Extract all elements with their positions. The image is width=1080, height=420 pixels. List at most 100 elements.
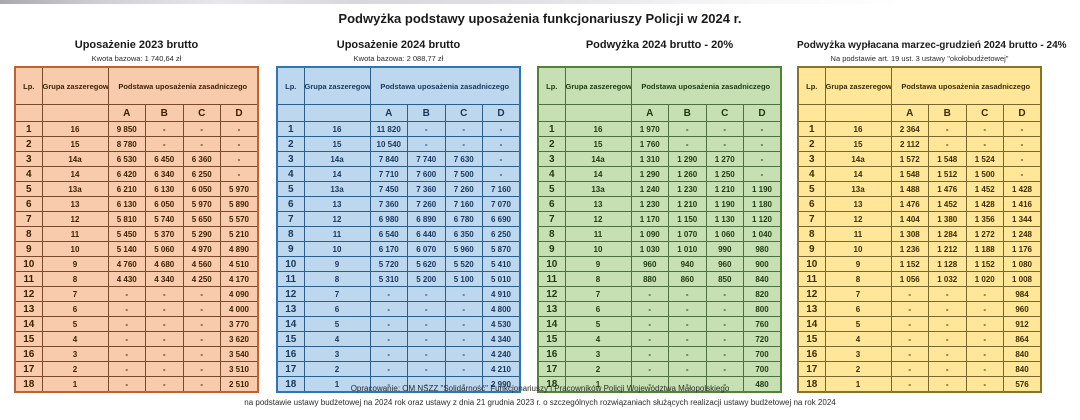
value-cell: - <box>965 301 1004 317</box>
table-row: 13 6- - -800 <box>537 301 782 317</box>
lp-cell: 9 <box>537 241 566 257</box>
value-cell: 11 820 <box>369 121 408 137</box>
value-cell: 1 080 <box>1003 256 1042 272</box>
value-cell: 4 910 <box>482 286 521 302</box>
subcol-header-C: C <box>705 104 744 122</box>
lp-cell: 17 <box>276 361 305 377</box>
value-cell: 6 170 <box>369 241 408 257</box>
value-cell: - <box>369 331 408 347</box>
table-row: 1 16 11 820- - - <box>276 121 521 137</box>
value-cell: 4 170 <box>220 271 259 287</box>
table-row: 3 14a 1 310 1 290 1 270- <box>537 151 782 167</box>
table-row: 3 14a 1 572 1 548 1 524- <box>797 151 1042 167</box>
value-cell: 1 010 <box>668 241 707 257</box>
table-row: 6 13 1 230 1 210 1 190 1 180 <box>537 196 782 212</box>
lp-cell: 11 <box>797 271 826 287</box>
lp-cell: 3 <box>537 151 566 167</box>
value-cell: - <box>965 361 1004 377</box>
value-cell: - <box>444 121 483 137</box>
value-cell: - <box>107 301 146 317</box>
value-cell: 2 364 <box>890 121 929 137</box>
value-cell: - <box>407 286 446 302</box>
lp-cell: 14 <box>537 316 566 332</box>
value-cell: 990 <box>705 241 744 257</box>
value-cell: 5 310 <box>369 271 408 287</box>
value-cell: 840 <box>743 271 782 287</box>
value-cell: - <box>107 346 146 362</box>
value-cell: - <box>444 136 483 152</box>
value-cell: - <box>630 286 669 302</box>
group-cell: 12 <box>41 211 109 227</box>
table-row: 12 7- - -4 090 <box>14 286 259 302</box>
lp-cell: 5 <box>537 181 566 197</box>
value-cell: 6 780 <box>444 211 483 227</box>
lp-cell: 9 <box>276 241 305 257</box>
table-row: 8 11 6 540 6 440 6 350 6 250 <box>276 226 521 242</box>
group-cell: 12 <box>303 211 371 227</box>
value-cell: 1 240 <box>630 181 669 197</box>
table-row: 5 13a 7 450 7 360 7 260 7 160 <box>276 181 521 197</box>
lp-cell: 17 <box>537 361 566 377</box>
group-cell: 11 <box>824 226 892 242</box>
value-cell: 1 476 <box>890 196 929 212</box>
empty-cell <box>824 104 892 122</box>
value-cell: 860 <box>668 271 707 287</box>
group-cell: 4 <box>41 331 109 347</box>
value-cell: - <box>107 331 146 347</box>
table-row: 10 9 960 940 960 900 <box>537 256 782 272</box>
lp-cell: 13 <box>797 301 826 317</box>
group-cell: 12 <box>824 211 892 227</box>
value-cell: 980 <box>743 241 782 257</box>
value-cell: - <box>182 301 221 317</box>
header-row: Lp.Grupa zaszeregowaniaPodstawa uposażen… <box>276 66 521 105</box>
group-cell: 16 <box>303 121 371 137</box>
value-cell: - <box>145 331 184 347</box>
group-cell: 16 <box>824 121 892 137</box>
lp-cell: 2 <box>797 136 826 152</box>
value-cell: - <box>668 331 707 347</box>
table-block-4: Podwyżka wypłacana marzec-grudzień 2024 … <box>797 38 1067 393</box>
value-cell: 6 050 <box>145 196 184 212</box>
value-cell: 5 370 <box>145 226 184 242</box>
value-cell: 7 260 <box>407 196 446 212</box>
lp-cell: 16 <box>276 346 305 362</box>
value-cell: 5 890 <box>220 196 259 212</box>
value-cell: 1 128 <box>928 256 967 272</box>
value-cell: 5 100 <box>444 271 483 287</box>
value-cell: - <box>705 331 744 347</box>
value-cell: - <box>928 286 967 302</box>
table-block-3: Podwyżka 2024 brutto - 20% Lp. Grupa zasze… <box>537 38 782 393</box>
table-row: 10 9 4 760 4 680 4 560 4 510 <box>14 256 259 272</box>
table-row: 6 13 6 130 6 050 5 970 5 890 <box>14 196 259 212</box>
lp-cell: 4 <box>537 166 566 182</box>
table-row: 16 3- - -700 <box>537 346 782 362</box>
value-cell: 1 230 <box>630 196 669 212</box>
value-cell: 5 650 <box>182 211 221 227</box>
value-cell: 2 112 <box>890 136 929 152</box>
lp-cell: 18 <box>276 376 305 393</box>
value-cell: - <box>668 286 707 302</box>
value-cell: - <box>890 316 929 332</box>
screenshot-top-edge-artifact <box>0 0 1080 4</box>
value-cell: 1 152 <box>890 256 929 272</box>
table-block-2: Uposażenie 2024 brutto Kwota bazowa: 2 08… <box>276 38 521 393</box>
table-row: 7 12 1 404 1 380 1 356 1 344 <box>797 211 1042 227</box>
value-cell: 900 <box>743 256 782 272</box>
lp-cell: 5 <box>797 181 826 197</box>
value-cell: 6 210 <box>107 181 146 197</box>
group-cell: 9 <box>303 256 371 272</box>
value-cell: 6 070 <box>407 241 446 257</box>
value-cell: - <box>928 121 967 137</box>
group-cell: 13a <box>564 181 632 197</box>
lp-cell: 13 <box>537 301 566 317</box>
value-cell: 3 770 <box>220 316 259 332</box>
group-cell: 12 <box>564 211 632 227</box>
value-cell: 5 870 <box>482 241 521 257</box>
lp-cell: 16 <box>537 346 566 362</box>
value-cell: - <box>630 331 669 347</box>
col-header-group: Grupa zaszeregowania <box>303 66 371 105</box>
lp-cell: 16 <box>14 346 43 362</box>
value-cell: 1 572 <box>890 151 929 167</box>
